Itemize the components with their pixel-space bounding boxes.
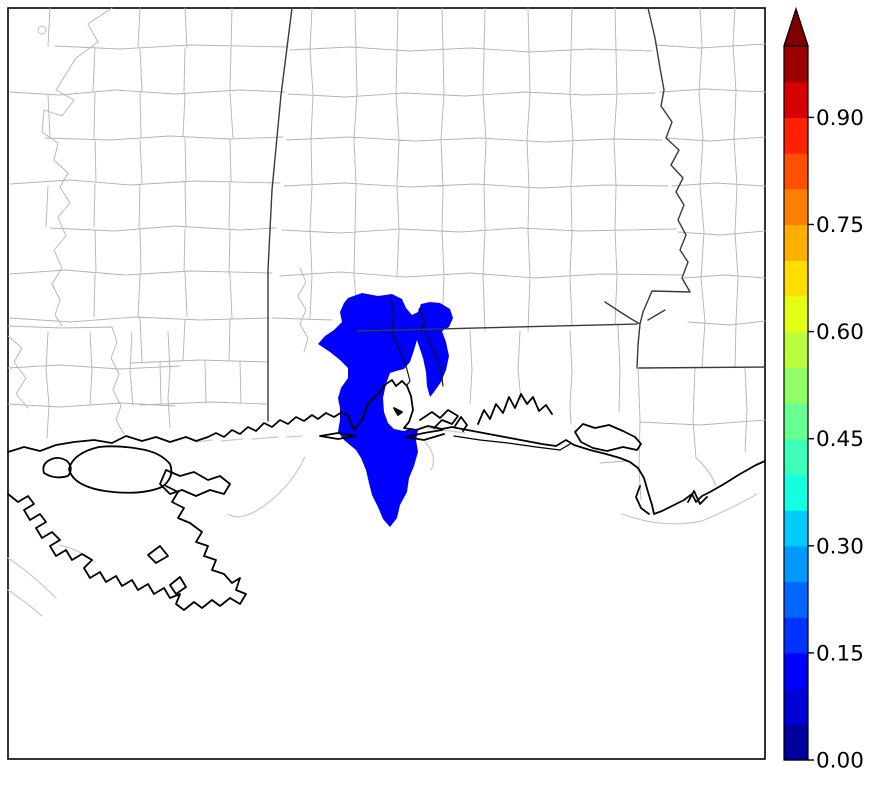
water-features <box>7 25 758 617</box>
gulf-coast-mainline <box>7 379 766 515</box>
santa-rosa-island <box>453 435 571 451</box>
oxbow-lake <box>37 25 47 35</box>
county-boundaries-louisiana-and-rivers <box>7 7 309 439</box>
barrier-islands-and-shoals <box>7 427 758 617</box>
overlay-region-borders <box>390 298 444 387</box>
colorbar-segment <box>784 510 808 547</box>
colorbar-ticks: 0.90 0.75 0.60 0.45 0.30 0.15 0.00 <box>808 106 864 774</box>
colorbar-segment <box>784 295 808 333</box>
colorbar-segment <box>784 153 808 190</box>
colorbar-tick-label: 0.75 <box>816 213 864 238</box>
colorbar-segment <box>784 81 808 118</box>
dauphin-island-and-fort-morgan <box>319 429 445 441</box>
colorbar-segment <box>784 224 808 261</box>
colorbar-segment <box>784 652 808 690</box>
county-boundaries-georgia <box>655 7 766 368</box>
state-boundaries <box>267 7 766 422</box>
colorbar-tick-label: 0.90 <box>816 106 864 131</box>
colorbar-segment <box>784 403 808 440</box>
colorbar-segment <box>784 331 808 368</box>
colorbar-segment <box>784 474 808 511</box>
colorbar-segment <box>784 260 808 297</box>
colorbar-tick-label: 0.30 <box>816 534 864 559</box>
colorbar-tick-label: 0.45 <box>816 427 864 452</box>
colorbar-segment <box>784 438 808 475</box>
coastline <box>7 379 766 611</box>
colorbar-segment <box>784 188 808 226</box>
colorbar-segment <box>784 688 808 725</box>
county-boundaries <box>7 7 766 501</box>
colorbar-segment <box>784 617 808 654</box>
colorbar-outline <box>783 7 809 761</box>
colorbar-segment <box>784 545 808 583</box>
mississippi-delta-marsh <box>7 485 247 611</box>
overlay-internal-boundaries <box>390 298 444 387</box>
colorbar-tick-label: 0.15 <box>816 641 864 666</box>
colorbar-segment <box>784 117 808 154</box>
colorbar-segment <box>784 724 808 761</box>
colorbar-extend-arrow <box>783 7 809 47</box>
colorbar-segment <box>784 581 808 618</box>
colorbar-tick-label: 0.00 <box>816 749 864 774</box>
county-boundaries-mississippi <box>9 7 289 406</box>
lake-borgne <box>159 469 231 497</box>
overlay-region <box>318 293 453 527</box>
coastal-bays <box>419 393 708 515</box>
colorbar <box>784 46 808 761</box>
mobile-bay-causeway <box>393 407 403 416</box>
colorbar-segment <box>784 367 808 404</box>
state-border-lines <box>267 7 766 422</box>
colorbar-segment <box>784 46 808 83</box>
colorbar-tick-label: 0.60 <box>816 320 864 345</box>
